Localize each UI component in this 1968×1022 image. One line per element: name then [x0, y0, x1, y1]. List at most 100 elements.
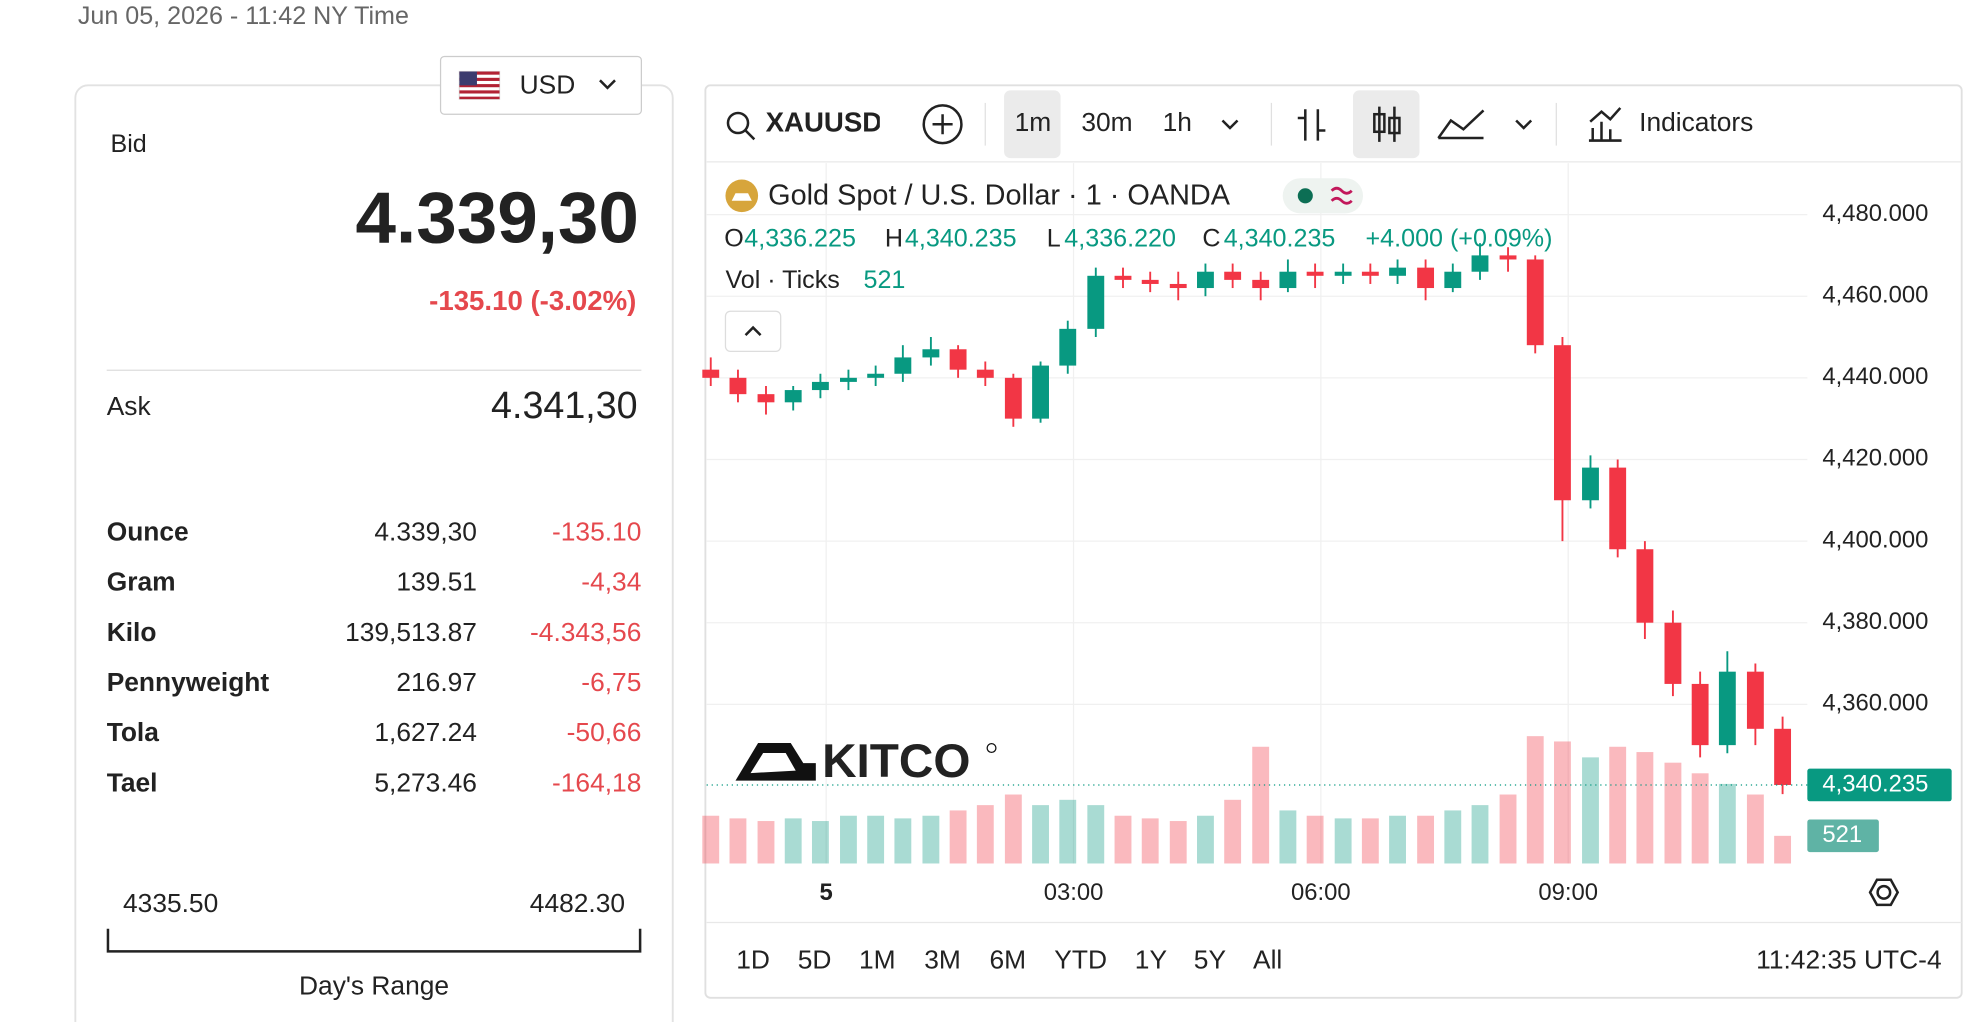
range-button[interactable]: 3M [924, 944, 961, 974]
candle-body [1004, 377, 1022, 419]
volume-bar [784, 818, 802, 864]
symbol[interactable]: XAUUSD [766, 107, 883, 138]
ask-label: Ask [107, 391, 152, 421]
range-button[interactable]: 1M [859, 944, 896, 974]
logo-registered [986, 742, 997, 754]
x-tick-label: 03:00 [1044, 879, 1104, 906]
settings-icon[interactable] [1876, 884, 1892, 900]
volume-bar [1306, 815, 1324, 864]
volume-bar [1609, 746, 1627, 864]
chart-style-selected [1352, 90, 1420, 159]
candle-body [757, 394, 775, 403]
ohlc-value: 4,336.220 [1064, 224, 1176, 252]
volume-bar [949, 810, 967, 864]
candle-body [1032, 365, 1049, 419]
ohlc-change: +4.000 (+0.09%) [1366, 224, 1553, 252]
volume-bar [840, 815, 857, 864]
candle-body [867, 373, 885, 378]
candle-body [1444, 271, 1462, 289]
volume-bar [1444, 810, 1462, 864]
unit-name: Pennyweight [107, 667, 270, 697]
indicators-button[interactable]: Indicators [1639, 107, 1753, 137]
area-icon[interactable] [1437, 109, 1485, 140]
quote-card [74, 84, 674, 1022]
candle-body [1636, 549, 1654, 623]
unit-table: Ounce 4.339,30 -135.10 Gram 139.51 -4,34 Kilo 1… [107, 516, 642, 797]
volume-bar [1279, 810, 1297, 864]
y-tick-label: 4,420.000 [1822, 445, 1928, 472]
y-tick-label: 4,380.000 [1822, 608, 1928, 635]
volume-bar [1087, 805, 1105, 864]
x-tick-label: 09:00 [1538, 879, 1598, 906]
volume-bar [1664, 762, 1682, 864]
candle-body [729, 377, 747, 395]
range-button[interactable]: 5Y [1194, 944, 1226, 974]
x-tick-label: 5 [820, 879, 833, 906]
ask-price: 4.341,30 [491, 384, 638, 426]
volume-bar [702, 815, 720, 864]
candle-body [840, 377, 857, 382]
unit-name: Tola [107, 717, 160, 747]
candle-body [1114, 275, 1132, 280]
candle-body [1471, 255, 1489, 272]
volume-tag-label: 521 [1822, 821, 1862, 848]
volume-bar [867, 815, 885, 864]
candle-body [1059, 328, 1077, 366]
volume-bar [1499, 794, 1517, 864]
interval[interactable]: 30m [1081, 107, 1132, 137]
candle-body [1664, 622, 1682, 684]
interval[interactable]: 1m [1015, 107, 1052, 137]
range-button[interactable]: All [1253, 944, 1282, 974]
range-button[interactable]: 1D [736, 944, 770, 974]
ohlc-key: C [1202, 224, 1220, 252]
unit-price: 4.339,30 [374, 516, 477, 546]
ohlc-key: L [1047, 224, 1061, 252]
bars-icon[interactable] [1297, 109, 1326, 141]
range-button[interactable]: 6M [990, 944, 1027, 974]
flag-canton [459, 71, 477, 86]
search-icon-handle [744, 129, 756, 141]
unit-name: Kilo [107, 617, 157, 647]
volume-value: 521 [864, 266, 906, 294]
volume-bar [1389, 815, 1406, 864]
volume-bar [1032, 805, 1049, 864]
interval-selected [1004, 90, 1061, 159]
unit-price: 139,513.87 [345, 617, 477, 647]
volume-bar [1361, 818, 1379, 864]
y-tick-label: 4,480.000 [1822, 200, 1928, 227]
currency-select[interactable]: USD [439, 55, 642, 115]
range-button[interactable]: 1Y [1135, 944, 1167, 974]
candle-body [1252, 279, 1270, 289]
range-button[interactable]: 5D [798, 944, 832, 974]
candle-body [1417, 267, 1435, 289]
volume-bar [1746, 794, 1764, 864]
range-button[interactable]: YTD [1054, 944, 1107, 974]
candle-body [1582, 467, 1599, 501]
compare-button[interactable] [922, 104, 963, 145]
candle-body [1306, 271, 1324, 276]
candle-body [922, 349, 940, 358]
style-menu[interactable] [1515, 119, 1533, 130]
unit-name: Gram [107, 567, 176, 597]
unit-name: Tael [107, 767, 158, 797]
collapse-button[interactable] [724, 310, 782, 353]
interval-menu[interactable] [1221, 119, 1239, 130]
search-icon[interactable] [726, 111, 750, 135]
candle-icon-body [1388, 116, 1401, 135]
volume-bar [1334, 818, 1352, 864]
ohlc-value: 4,340.235 [1224, 224, 1336, 252]
range-label: Day's Range [299, 971, 449, 1001]
unit-name: Ounce [107, 516, 189, 546]
candle-body [1718, 671, 1736, 746]
volume-bar [1114, 815, 1132, 864]
indicators-icon[interactable] [1588, 107, 1622, 142]
candle-body [1197, 271, 1214, 289]
collapse-icon [744, 325, 762, 336]
interval[interactable]: 1h [1163, 107, 1192, 137]
candles-icon[interactable] [1378, 106, 1396, 142]
unit-change: -6,75 [581, 667, 641, 697]
volume-bar [894, 818, 912, 864]
bid-change: -135.10 (-3.02%) [429, 285, 636, 316]
